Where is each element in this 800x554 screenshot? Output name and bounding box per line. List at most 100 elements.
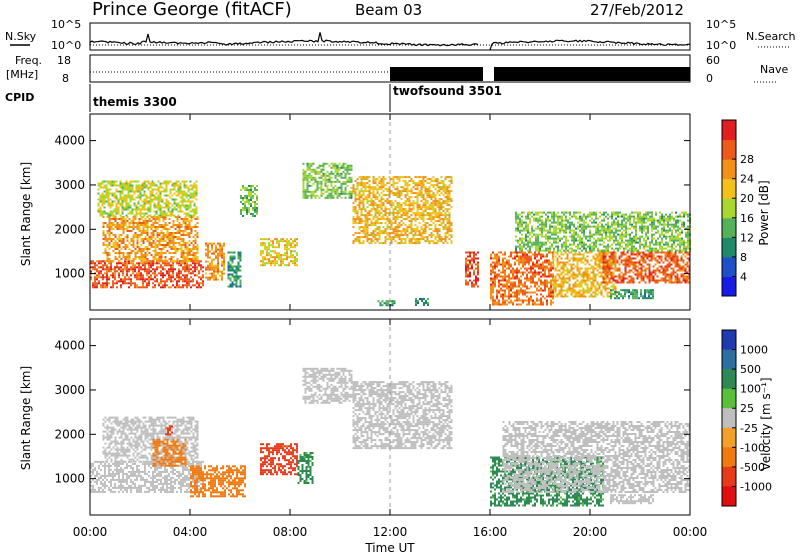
echo-cell (604, 281, 607, 284)
echo-cell (400, 216, 403, 219)
echo-cell (240, 211, 242, 213)
echo-cell (602, 277, 605, 280)
echo-cell (366, 214, 369, 217)
echo-cell (406, 214, 409, 217)
echo-cell (469, 255, 471, 258)
echo-cell (172, 256, 175, 258)
echo-cell (448, 190, 451, 193)
echo-cell (628, 269, 631, 272)
echo-cell (614, 269, 617, 272)
echo-cell (450, 200, 453, 203)
echo-cell (622, 275, 625, 278)
echo-cell (602, 275, 605, 278)
echo-cell (610, 271, 613, 274)
echo-cell (608, 287, 611, 290)
echo-cell (114, 220, 117, 222)
echo-cell (550, 293, 552, 296)
echo-cell (227, 261, 230, 264)
echo-cell (184, 258, 187, 260)
echo-cell (288, 242, 290, 245)
echo-cell (352, 234, 355, 237)
echo-cell (477, 273, 479, 276)
echo-cell (180, 260, 183, 262)
echo-cell (215, 254, 217, 257)
echo-cell (268, 252, 270, 255)
echo-cell (159, 214, 162, 217)
echo-cell (171, 188, 174, 191)
echo-cell (288, 264, 290, 267)
echo-cell (200, 268, 202, 271)
echo-cell (246, 195, 248, 197)
echo-cell (290, 256, 292, 259)
echo-cell (294, 258, 296, 261)
echo-cell (166, 228, 169, 230)
echo-cell (438, 220, 441, 223)
echo-cell (165, 206, 168, 209)
echo-cell (318, 170, 321, 173)
echo-cell (163, 182, 166, 185)
echo-cell (116, 246, 119, 248)
echo-cell (512, 277, 514, 280)
echo-cell (254, 209, 256, 211)
echo-cell (388, 214, 391, 217)
echo-cell (654, 263, 657, 266)
echo-cell (260, 244, 262, 247)
echo-cell (424, 190, 427, 193)
echo-cell (596, 265, 599, 268)
echo-cell (302, 192, 305, 195)
echo-cell (614, 251, 617, 254)
echo-cell (475, 279, 477, 282)
echo-cell (118, 218, 121, 220)
echo-cell (196, 252, 199, 254)
echo-cell (276, 262, 278, 265)
echo-cell (221, 272, 223, 275)
echo-cell (184, 226, 187, 228)
echo-cell (404, 212, 407, 215)
echo-cell (408, 196, 411, 199)
echo-cell (184, 276, 186, 279)
echo-cell (402, 214, 405, 217)
echo-cell (148, 252, 151, 254)
echo-cell (328, 196, 331, 199)
echo-cell (342, 162, 345, 165)
echo-cell (114, 258, 117, 260)
echo-cell (536, 263, 538, 266)
echo-cell (192, 240, 195, 242)
echo-cell (94, 268, 96, 271)
echo-cell (213, 272, 215, 275)
echo-cell (446, 198, 449, 201)
echo-cell (494, 255, 496, 258)
echo-cell (526, 253, 528, 256)
echo-cell (237, 257, 240, 260)
echo-cell (183, 212, 186, 215)
echo-cell (370, 202, 373, 205)
echo-cell (408, 242, 411, 245)
echo-cell (576, 279, 579, 282)
echo-cell (504, 291, 506, 294)
echo-cell (196, 258, 199, 260)
echo-cell (612, 287, 615, 290)
echo-cell (552, 283, 555, 286)
echo-cell (130, 274, 132, 277)
echo-cell (129, 188, 132, 191)
echo-cell (318, 166, 321, 169)
echo-cell (544, 289, 546, 292)
echo-cell (628, 259, 631, 262)
echo-cell (473, 285, 475, 288)
echo-cell (113, 208, 116, 211)
echo-cell (117, 206, 120, 209)
echo-cell (235, 271, 238, 274)
echo-cell (626, 251, 629, 254)
echo-cell (92, 268, 94, 271)
echo-cell (215, 278, 217, 281)
echo-cell (140, 250, 143, 252)
echo-cell (410, 204, 413, 207)
echo-cell (172, 248, 175, 250)
echo-cell (652, 253, 655, 256)
echo-cell (554, 281, 557, 284)
echo-cell (380, 242, 383, 245)
echo-cell (288, 262, 290, 265)
echo-cell (446, 230, 449, 233)
echo-cell (130, 240, 133, 242)
echo-cell (608, 255, 611, 258)
